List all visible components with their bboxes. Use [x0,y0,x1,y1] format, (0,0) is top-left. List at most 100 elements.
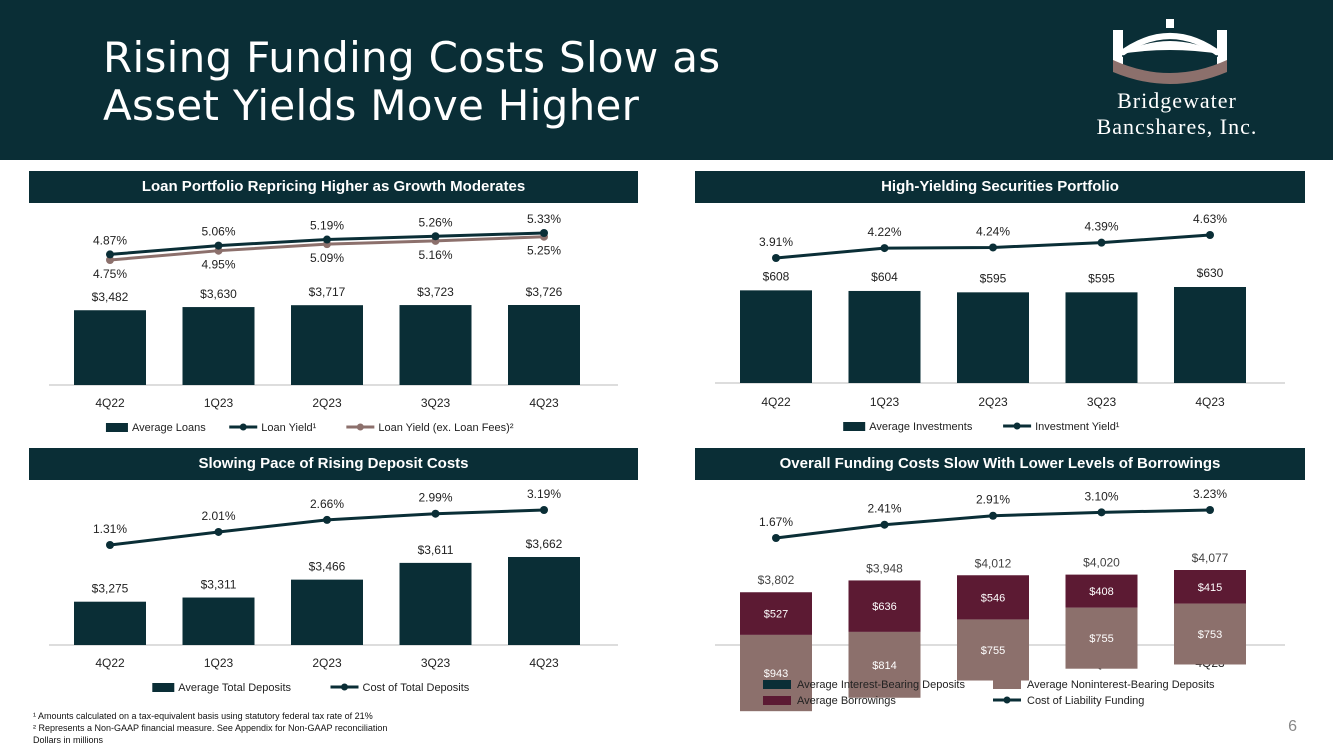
line-point [1206,231,1214,239]
legend-label: Average Noninterest-Bearing Deposits [1027,679,1215,691]
line-data-label: 5.09% [310,251,344,265]
stacked-bar-segment [848,631,921,698]
line-point [880,520,889,529]
bar [399,562,472,645]
legend-swatch [843,422,866,431]
footnote-1: ¹ Amounts calculated on a tax-equivalent… [33,711,373,721]
line-data-label: 2.91% [976,493,1010,507]
legend-marker [1003,696,1011,704]
bar-data-label: $604 [871,270,898,284]
legend-label: Loan Yield¹ [261,422,316,434]
loan-panel-title: Loan Portfolio Repricing Higher as Growt… [29,171,638,203]
segment-data-label: $753 [1198,629,1222,641]
line-data-label: 3.19% [527,487,561,501]
legend-label: Average Total Deposits [178,682,291,694]
line-point [772,534,780,542]
bar-data-label: $3,723 [417,285,454,299]
legend-label: Investment Yield¹ [1035,421,1120,433]
funding-panel-title: Overall Funding Costs Slow With Lower Le… [695,448,1305,480]
bar-data-label: $3,630 [200,287,237,301]
line-data-label: 4.39% [1084,220,1118,234]
footnote-2: ² Represents a Non-GAAP financial measur… [33,723,388,733]
line-point [323,235,331,244]
stacked-bar-segment [1174,570,1246,604]
bar [399,305,472,385]
bar [1174,287,1246,383]
x-tick-label: 2Q23 [312,656,342,670]
bar [1065,292,1138,383]
line-data-label: 2.99% [418,491,452,505]
line-data-label: 4.75% [93,267,127,281]
loan-portfolio-chart: 4Q22 1Q23 2Q23 3Q23 4Q23 $3,482 $3,630 $3,717 $3… [49,212,618,434]
line-data-label: 5.16% [418,248,452,262]
segment-data-label: $415 [1198,582,1222,594]
bar-data-label: $3,662 [526,537,563,551]
segment-data-label: $527 [764,609,788,621]
line-data-label: 4.95% [201,258,235,272]
total-data-label: $4,077 [1192,551,1229,565]
segment-data-label: $755 [981,645,1005,657]
x-tick-label: 1Q23 [204,396,234,410]
deposit-costs-chart: 4Q22 1Q23 2Q23 3Q23 4Q23 $3,275 $3,311 $3,466 $3… [49,487,618,694]
x-tick-label: 3Q23 [1087,395,1117,409]
legend-marker [356,423,364,431]
bar-data-label: $3,611 [418,543,454,557]
line-data-label: 2.01% [201,509,235,523]
segment-data-label: $546 [981,592,1005,604]
legend-marker [239,423,247,431]
company-name-line-2: Bancshares, Inc. [1096,114,1258,139]
line-point [1206,506,1214,514]
line-point [1097,508,1106,517]
stacked-bar-segment [957,619,1029,681]
legend-label: Cost of Liability Funding [1027,695,1144,707]
line-point [106,250,114,259]
header-banner: Rising Funding Costs Slow as Asset Yield… [0,0,1333,160]
line-point [880,244,889,253]
legend-label: Cost of Total Deposits [363,682,470,694]
line-point [989,243,997,252]
company-name: Bridgewater Bancshares, Inc. [1062,88,1292,140]
bar [291,305,363,385]
bar-data-label: $3,466 [309,560,346,574]
stacked-bar-segment [1065,607,1138,669]
stacked-bar-segment [1174,603,1246,665]
deposits-panel-title: Slowing Pace of Rising Deposit Costs [29,448,638,480]
bar-data-label: $3,311 [201,578,237,592]
bar-data-label: $3,717 [309,285,346,299]
legend-label: Average Borrowings [797,695,896,707]
line-point [431,509,440,518]
line-data-label: 4.24% [976,224,1010,238]
stacked-bar-segment [957,575,1029,620]
securities-portfolio-chart: 4Q22 1Q23 2Q23 3Q23 4Q23 $608 $604 $595 $595 $630… [715,212,1285,433]
bar [848,290,921,383]
line-data-label: 5.33% [527,212,561,226]
line-data-label: 5.26% [418,215,452,229]
line-data-label: 1.67% [759,515,793,529]
line-data-label: 4.22% [867,225,901,239]
bar [740,290,812,383]
line-data-label: 4.63% [1193,212,1227,226]
company-name-line-1: Bridgewater [1117,88,1237,113]
legend-marker [341,683,348,691]
line-point [431,232,440,241]
total-data-label: $4,020 [1083,556,1120,570]
line-data-label: 5.25% [527,244,561,258]
line-point [772,254,780,262]
bar [182,307,255,385]
footnotes: ¹ Amounts calculated on a tax-equivalent… [33,710,387,746]
funding-costs-chart: 4Q221Q232Q233Q234Q23$2,332$943$527$3,802… [715,487,1285,712]
x-tick-label: 1Q23 [870,395,900,409]
x-tick-label: 2Q23 [978,395,1008,409]
line-data-label: 3.10% [1084,489,1118,503]
x-tick-label: 4Q22 [95,396,125,410]
x-tick-label: 4Q22 [95,656,125,670]
footnote-3: Dollars in millions [33,735,104,745]
bar-data-label: $3,482 [92,290,129,304]
total-data-label: $3,802 [758,573,795,587]
line-point [214,527,223,536]
line-data-label: 3.23% [1193,487,1227,501]
bridgewater-logo-icon [1113,19,1227,84]
line-data-label: 2.41% [867,502,901,516]
page-number: 6 [1288,718,1297,735]
total-data-label: $3,948 [866,561,903,575]
